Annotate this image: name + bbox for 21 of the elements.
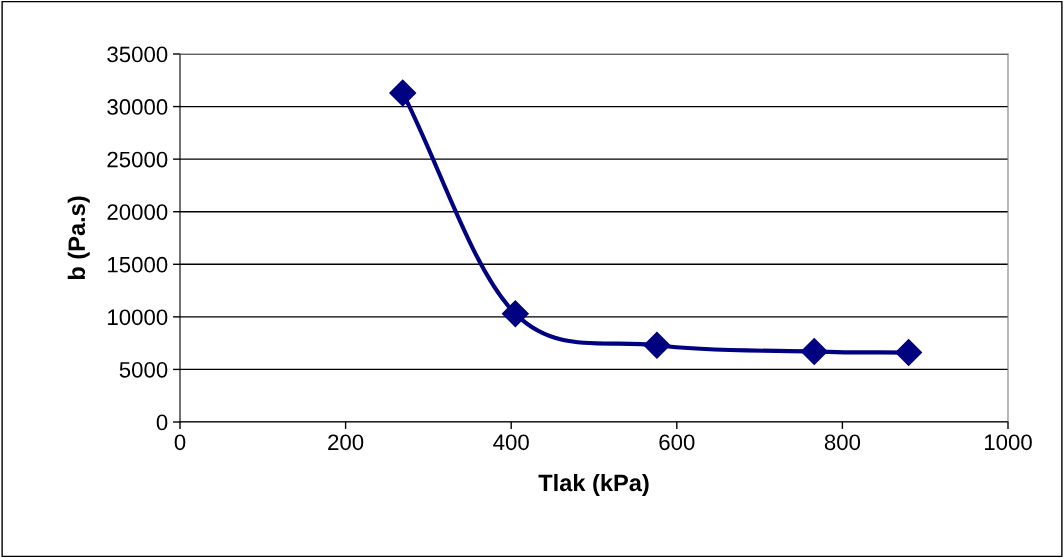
x-tick-label: 600 (659, 434, 695, 451)
point (389, 79, 417, 107)
y-tick-label: 15000 (108, 256, 168, 273)
x-tick-label: 200 (328, 434, 364, 451)
x-tick-label: 0 (174, 434, 186, 451)
y-tick-label: 0 (156, 414, 168, 431)
x-tick-label: 1000 (984, 434, 1032, 451)
y-tick-label: 5000 (119, 361, 168, 378)
y-tick-label: 25000 (107, 151, 168, 168)
x-tick-label: 400 (493, 434, 529, 451)
point (895, 339, 923, 367)
y-tick-label: 35000 (107, 46, 168, 63)
x-tick-label: 800 (824, 434, 861, 451)
point (501, 300, 529, 328)
x-axis-title: Tlak (kPa) (538, 473, 649, 496)
y-tick-label: 20000 (107, 204, 168, 220)
point (643, 331, 671, 359)
point (800, 338, 828, 366)
y-axis-title: b (Pa.s) (67, 196, 90, 280)
y-tick-label: 30000 (107, 99, 168, 115)
y-tick-label: 10000 (108, 309, 168, 326)
